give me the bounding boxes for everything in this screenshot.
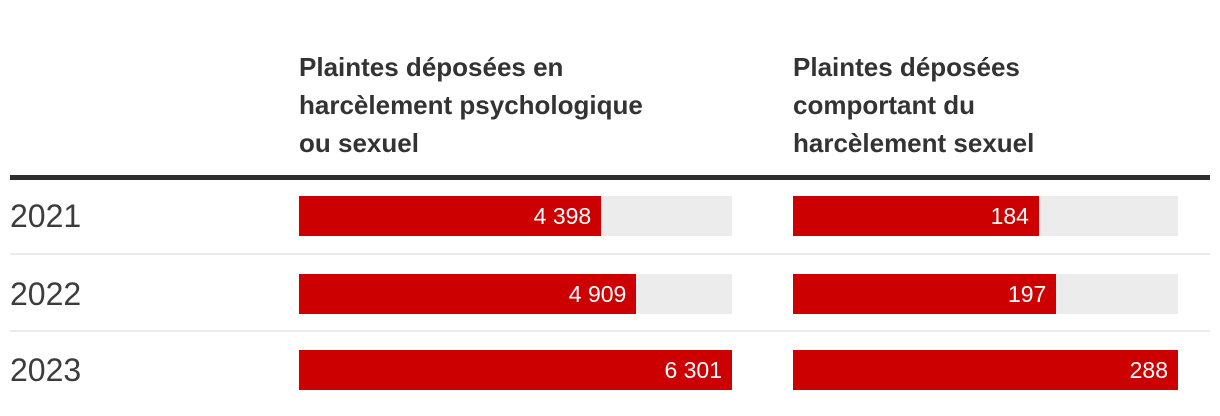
table-row-2021: 2021 4 398 184	[0, 196, 1220, 236]
table-row-2022: 2022 4 909 197	[0, 274, 1220, 314]
column-header-line: Plaintes déposées	[793, 52, 1020, 82]
column-header-line: Plaintes déposées en	[299, 52, 564, 82]
bar-track: 197	[793, 274, 1178, 314]
value-label: 288	[1129, 357, 1168, 383]
column-header-line: comportant du	[793, 90, 975, 120]
bar-track: 4 909	[299, 274, 732, 314]
column-header-sexual: Plaintes déposées comportant du harcèlem…	[793, 48, 1203, 162]
value-label: 184	[990, 203, 1029, 229]
row-divider	[10, 330, 1210, 332]
value-label: 197	[1007, 281, 1047, 307]
year-label: 2022	[10, 276, 82, 312]
year-label: 2023	[10, 352, 82, 388]
bar-track: 184	[793, 196, 1178, 236]
bar-track: 4 398	[299, 196, 732, 236]
year-label: 2021	[10, 198, 82, 234]
bar-track: 6 301	[299, 350, 732, 390]
bar-fill: 197	[793, 274, 1057, 314]
header-divider	[10, 175, 1210, 180]
bar-fill: 4 398	[299, 196, 602, 236]
column-header-psychological: Plaintes déposées en harcèlement psychol…	[299, 48, 739, 162]
column-header-line: harcèlement sexuel	[793, 128, 1035, 158]
table-row-2023: 2023 6 301 288	[0, 350, 1220, 390]
bar-fill: 6 301	[299, 350, 732, 390]
bar-fill: 184	[793, 196, 1039, 236]
value-label: 6 301	[664, 357, 722, 383]
column-header-line: ou sexuel	[299, 128, 419, 158]
value-label: 4 398	[533, 203, 592, 229]
bar-track: 288	[793, 350, 1178, 390]
bar-fill: 288	[793, 350, 1178, 390]
bar-fill: 4 909	[299, 274, 637, 314]
column-header-line: harcèlement psychologique	[299, 90, 643, 120]
value-label: 4 909	[568, 281, 627, 307]
row-divider	[10, 253, 1210, 255]
